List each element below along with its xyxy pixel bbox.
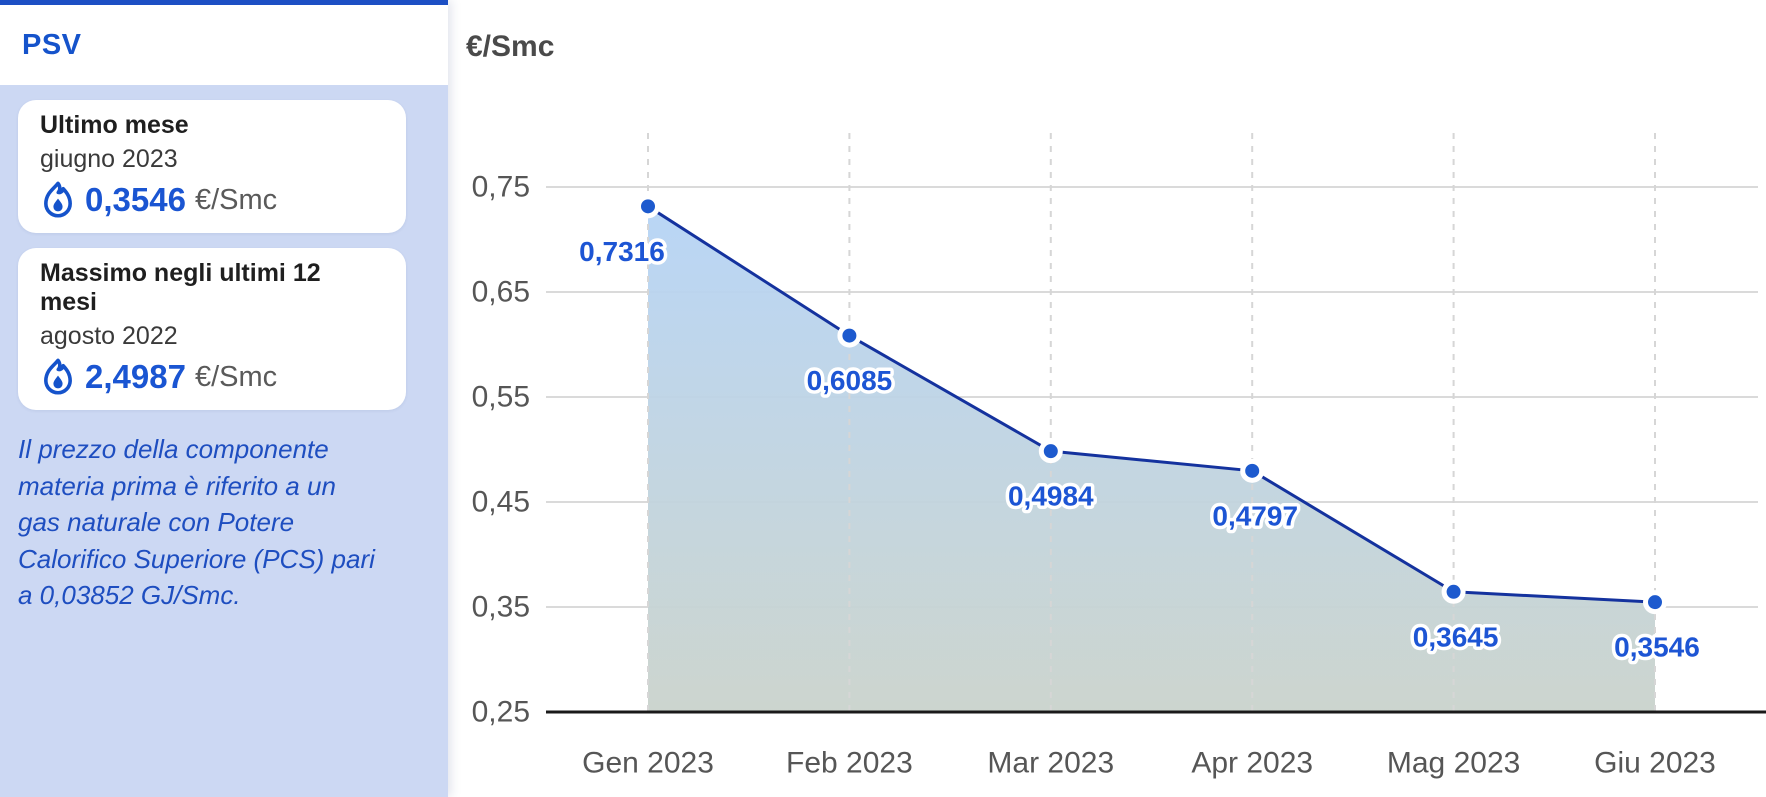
svg-text:0,55: 0,55 bbox=[472, 381, 530, 414]
svg-text:Giu 2023: Giu 2023 bbox=[1594, 747, 1716, 780]
gas-flame-icon bbox=[44, 181, 72, 218]
svg-text:0,7316: 0,7316 bbox=[579, 236, 665, 267]
sidebar-body: Ultimo mese giugno 2023 0,3546 €/Smc Mas… bbox=[0, 85, 448, 797]
price-line-chart[interactable]: 0,7316 0,6085 0,4984 0,4797 0,3645 0,3546 0,75… bbox=[448, 0, 1766, 797]
svg-text:0,4984: 0,4984 bbox=[1008, 481, 1094, 512]
svg-text:Mar 2023: Mar 2023 bbox=[987, 747, 1114, 780]
svg-text:0,3645: 0,3645 bbox=[1413, 621, 1499, 652]
svg-text:0,35: 0,35 bbox=[472, 591, 530, 624]
svg-text:0,45: 0,45 bbox=[472, 486, 530, 519]
svg-text:Gen 2023: Gen 2023 bbox=[582, 747, 714, 780]
chart-unit-label: €/Smc bbox=[466, 30, 555, 63]
svg-text:0,65: 0,65 bbox=[472, 276, 530, 309]
card-subtitle: giugno 2023 bbox=[40, 145, 178, 173]
page-title: PSV bbox=[22, 28, 82, 61]
chart-area: €/Smc 0,7316 0,6085 0,4984 0,4797 0,3645 0,35… bbox=[448, 0, 1766, 797]
max-12-months-card: Massimo negli ultimi 12 mesi agosto 2022… bbox=[18, 248, 406, 410]
svg-text:0,75: 0,75 bbox=[472, 171, 530, 204]
svg-text:0,25: 0,25 bbox=[472, 696, 530, 729]
svg-text:0,6085: 0,6085 bbox=[807, 365, 893, 396]
card-title: Massimo negli ultimi 12 mesi bbox=[40, 259, 321, 316]
price-value: 2,4987 bbox=[85, 358, 186, 395]
svg-text:Mag 2023: Mag 2023 bbox=[1387, 747, 1520, 780]
card-value-row: 0,3546 €/Smc bbox=[40, 180, 384, 220]
sidebar: PSV Ultimo mese giugno 2023 0,3546 €/Smc… bbox=[0, 0, 448, 797]
price-unit: €/Smc bbox=[194, 183, 278, 216]
svg-text:0,4797: 0,4797 bbox=[1212, 500, 1298, 531]
svg-text:Apr 2023: Apr 2023 bbox=[1191, 747, 1313, 780]
sidebar-header: PSV bbox=[0, 0, 448, 85]
pcs-reference-note: Il prezzo della componente materia prima… bbox=[18, 434, 375, 610]
card-title: Ultimo mese bbox=[40, 111, 189, 139]
card-value-row: 2,4987 €/Smc bbox=[40, 357, 384, 397]
price-value: 0,3546 bbox=[85, 181, 186, 218]
gas-flame-icon bbox=[44, 358, 72, 395]
card-subtitle: agosto 2022 bbox=[40, 322, 178, 350]
price-unit: €/Smc bbox=[194, 360, 278, 393]
svg-text:Feb 2023: Feb 2023 bbox=[786, 747, 913, 780]
svg-text:0,3546: 0,3546 bbox=[1614, 632, 1700, 663]
last-month-card: Ultimo mese giugno 2023 0,3546 €/Smc bbox=[18, 100, 406, 233]
